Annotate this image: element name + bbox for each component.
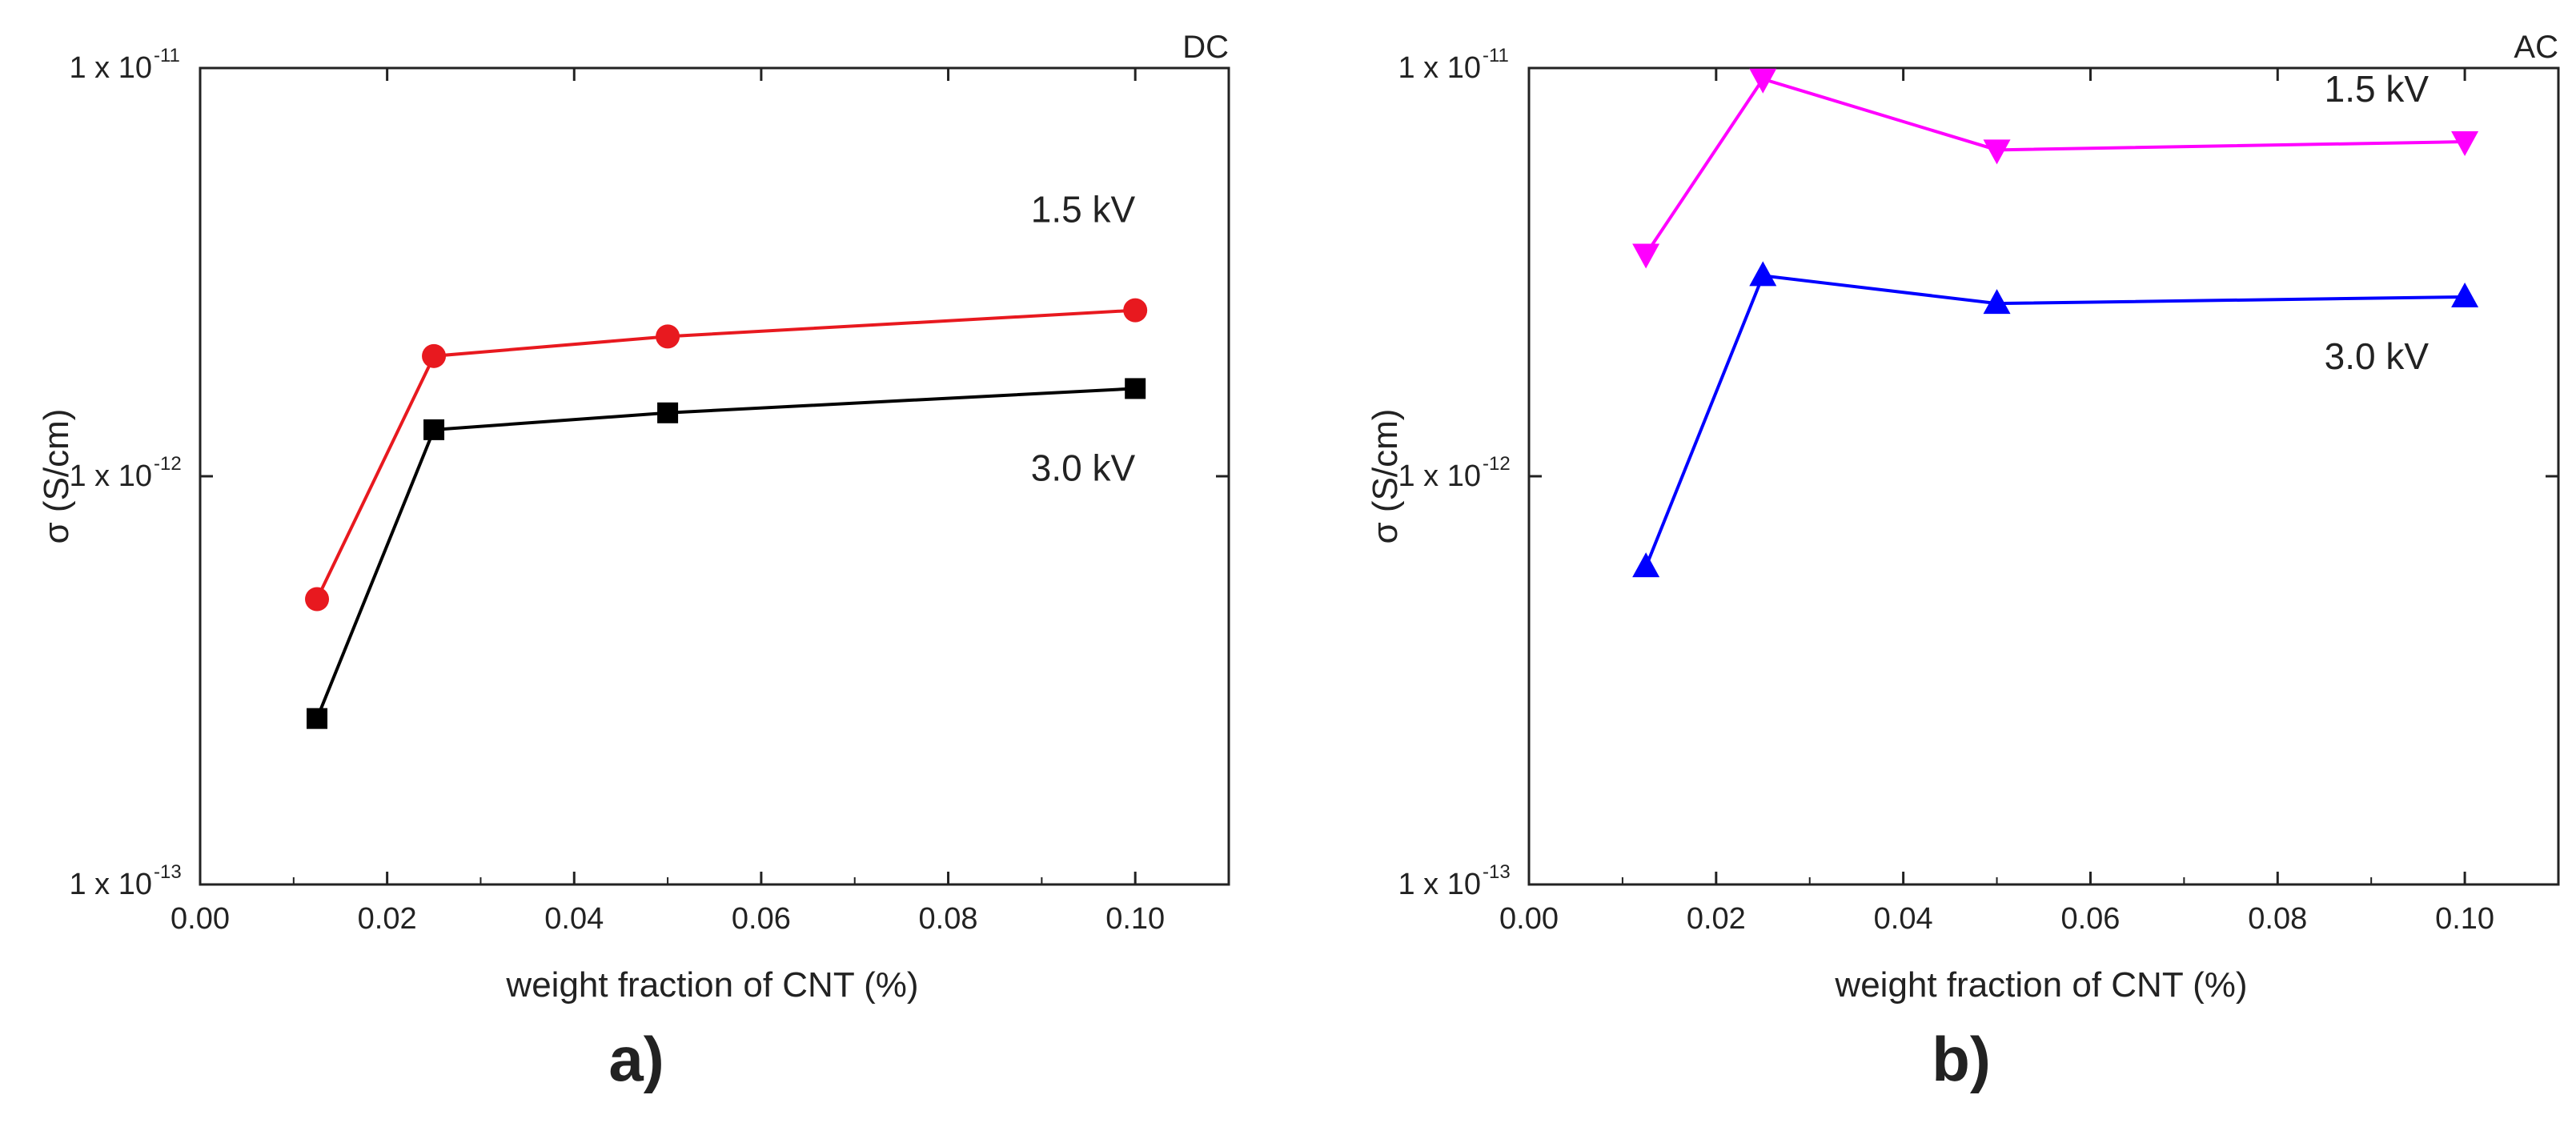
x-tick-label: 0.04 xyxy=(1874,902,1933,936)
series-label: 3.0 kV xyxy=(2325,335,2430,377)
panel-label: b) xyxy=(1932,1024,1991,1094)
series-15kv: 1.5 kV xyxy=(1632,68,2479,269)
y-tick-exponent: -12 xyxy=(1483,453,1511,475)
x-tick-label: 0.06 xyxy=(2060,902,2120,936)
y-axis-title: σ (S/cm) xyxy=(37,409,76,544)
marker-circle xyxy=(656,324,680,349)
series-label: 3.0 kV xyxy=(1031,447,1136,488)
corner-label: DC xyxy=(1182,30,1229,65)
marker-triangle-down xyxy=(1983,139,2011,165)
x-tick-label: 0.06 xyxy=(732,902,791,936)
marker-triangle-up xyxy=(1749,261,1777,287)
marker-triangle-down xyxy=(1749,68,1777,94)
x-tick-label: 0.08 xyxy=(2248,902,2307,936)
y-tick-exponent: -13 xyxy=(154,861,182,883)
x-tick-label: 0.00 xyxy=(171,902,230,936)
marker-square xyxy=(307,708,328,729)
marker-triangle-down xyxy=(2451,131,2479,157)
x-tick-label: 0.08 xyxy=(919,902,978,936)
y-tick-exponent: -11 xyxy=(1483,45,1509,66)
panel-label: a) xyxy=(608,1024,664,1094)
marker-square xyxy=(657,402,679,423)
marker-triangle-down xyxy=(1632,243,1660,269)
corner-label: AC xyxy=(2514,30,2558,65)
y-tick-label: 1 x 10 xyxy=(69,868,152,901)
series-label: 1.5 kV xyxy=(2325,68,2430,110)
x-tick-label: 0.02 xyxy=(1687,902,1746,936)
y-tick-exponent: -11 xyxy=(154,45,180,66)
y-tick-label: 1 x 10 xyxy=(69,459,152,493)
series-30kv: 3.0 kV xyxy=(307,378,1146,729)
marker-circle xyxy=(305,587,330,612)
marker-circle xyxy=(422,343,447,368)
y-tick-exponent: -13 xyxy=(1483,861,1511,883)
series-line xyxy=(1644,77,2466,255)
y-tick-label: 1 x 10 xyxy=(69,51,152,85)
marker-circle xyxy=(1123,298,1148,323)
series-line xyxy=(315,387,1136,720)
series-line xyxy=(315,308,1136,600)
chart-panel-a: 0.00 0.02 0.04 0.06 0.08 0.101 x 10 -131 x 10-… xyxy=(37,30,1230,1094)
x-axis-title: weight fraction of CNT (%) xyxy=(1834,965,2247,1005)
x-tick-label: 0.02 xyxy=(358,902,417,936)
marker-triangle-up xyxy=(1632,552,1660,578)
y-tick-label: 1 x 10 xyxy=(1398,459,1481,493)
chart-panel-b: 0.00 0.02 0.04 0.06 0.08 0.101 x 10 -131 x 10-… xyxy=(1366,30,2560,1094)
marker-triangle-up xyxy=(1983,289,2011,315)
y-tick-exponent: -12 xyxy=(154,453,182,475)
marker-triangle-up xyxy=(2451,282,2479,307)
series-15kv: 1.5 kV xyxy=(305,189,1148,612)
series-30kv: 3.0 kV xyxy=(1632,261,2479,578)
x-tick-label: 0.10 xyxy=(2435,902,2494,936)
x-axis-title: weight fraction of CNT (%) xyxy=(505,965,918,1005)
y-tick-label: 1 x 10 xyxy=(1398,868,1481,901)
series-line xyxy=(1644,274,2466,568)
marker-square xyxy=(423,419,445,440)
x-tick-label: 0.00 xyxy=(1499,902,1559,936)
marker-square xyxy=(1125,378,1146,399)
x-tick-label: 0.04 xyxy=(544,902,604,936)
x-tick-label: 0.10 xyxy=(1105,902,1165,936)
y-tick-label: 1 x 10 xyxy=(1398,51,1481,85)
y-axis-title: σ (S/cm) xyxy=(1366,409,1405,544)
series-label: 1.5 kV xyxy=(1031,189,1136,231)
